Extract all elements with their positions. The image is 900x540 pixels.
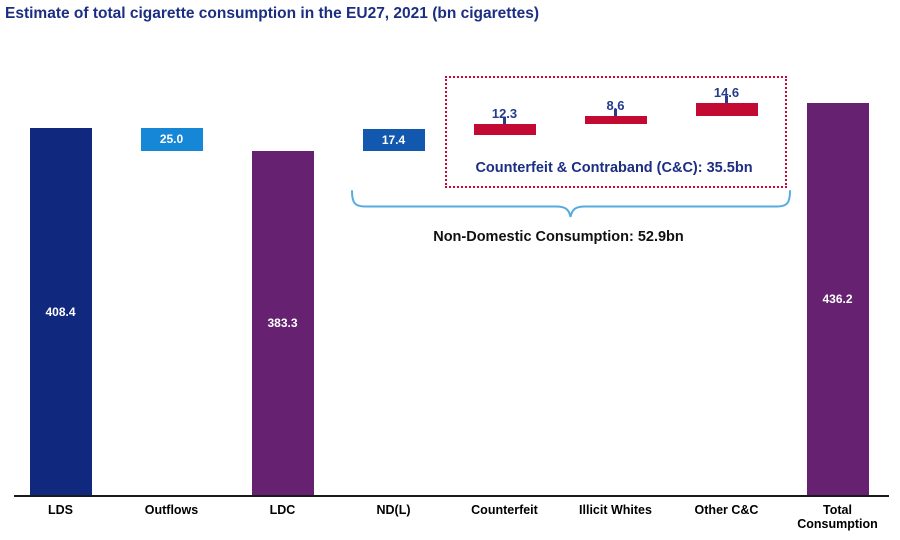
bar-ldc: 383.3 (251, 150, 314, 496)
chart-title: Estimate of total cigarette consumption … (5, 5, 540, 22)
bar-tick-marker (503, 116, 506, 130)
bar-total-consumption: 436.2 (806, 102, 869, 496)
bar-outflows: 25.0 (140, 128, 203, 151)
bar-value: 408.4 (45, 305, 76, 319)
bar-value: 436.2 (822, 292, 853, 307)
category-label: ND(L) (376, 503, 411, 517)
bar-value: 12.3 (491, 105, 518, 121)
bar-nd-l-: 17.4 (362, 128, 425, 151)
category-label: Illicit Whites (579, 503, 652, 517)
counterfeit-contraband-box (445, 76, 787, 188)
bar-value: 25.0 (159, 132, 184, 147)
bar-value: 17.4 (381, 132, 406, 147)
bar-value: 14.6 (713, 84, 740, 100)
bar-other-c-c (695, 102, 758, 117)
x-axis-line (14, 495, 889, 497)
bar-lds: 408.4 (29, 128, 92, 496)
bar-tick-marker (725, 95, 728, 109)
category-label: Outflows (144, 503, 199, 517)
bar-illicit-whites (584, 116, 647, 124)
bar-value: 8.6 (606, 98, 625, 114)
non-domestic-consumption-label: Non-Domestic Consumption: 52.9bn (433, 229, 684, 245)
category-label: LDC (269, 503, 296, 517)
counterfeit-contraband-label: Counterfeit & Contraband (C&C): 35.5bn (475, 160, 753, 176)
category-label: Total Consumption (797, 503, 878, 532)
category-label: Counterfeit (471, 503, 538, 517)
category-label: LDS (48, 503, 73, 517)
bar-counterfeit (473, 123, 536, 135)
category-label: Other C&C (694, 503, 759, 517)
bar-tick-marker (614, 109, 617, 123)
bar-value: 383.3 (267, 316, 298, 331)
